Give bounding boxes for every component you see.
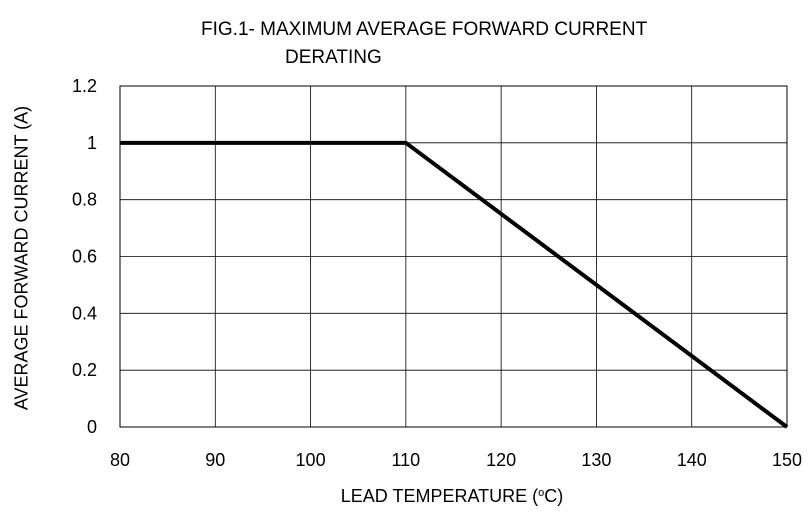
x-tick-label: 80 [110,450,130,470]
x-tick-label: 90 [205,450,225,470]
y-tick-labels: 0 0.2 0.4 0.6 0.8 1 1.2 [72,76,97,437]
x-tick-label: 120 [486,450,516,470]
y-tick-label: 0.8 [72,190,97,210]
y-tick-label: 0.6 [72,247,97,267]
y-tick-label: 0.2 [72,360,97,380]
x-axis-label-prefix: LEAD TEMPERATURE ( [340,486,539,506]
grid [119,85,788,428]
x-tick-label: 150 [772,450,802,470]
x-axis-label-degree: o [538,487,545,499]
x-tick-label: 110 [392,450,421,470]
y-tick-label: 0 [87,417,97,437]
chart-title-line-1: FIG.1- MAXIMUM AVERAGE FORWARD CURRENT [201,19,648,40]
series [120,140,789,429]
x-axis-label: LEAD TEMPERATURE (oC) [341,486,564,507]
x-axis-label-suffix: C) [544,486,564,506]
x-tick-label: 130 [581,450,611,470]
x-tick-labels: 80 90 100 110 120 130 140 150 [110,450,802,470]
plot-frame [119,85,788,428]
x-tick-label: 100 [296,450,326,470]
y-tick-label: 1 [87,133,97,153]
y-tick-label: 1.2 [72,76,97,96]
x-tick-label: 140 [677,450,707,470]
chart-title-line-2: DERATING [285,47,382,68]
series-line-0 [120,140,789,429]
y-tick-label: 0.4 [72,303,97,323]
